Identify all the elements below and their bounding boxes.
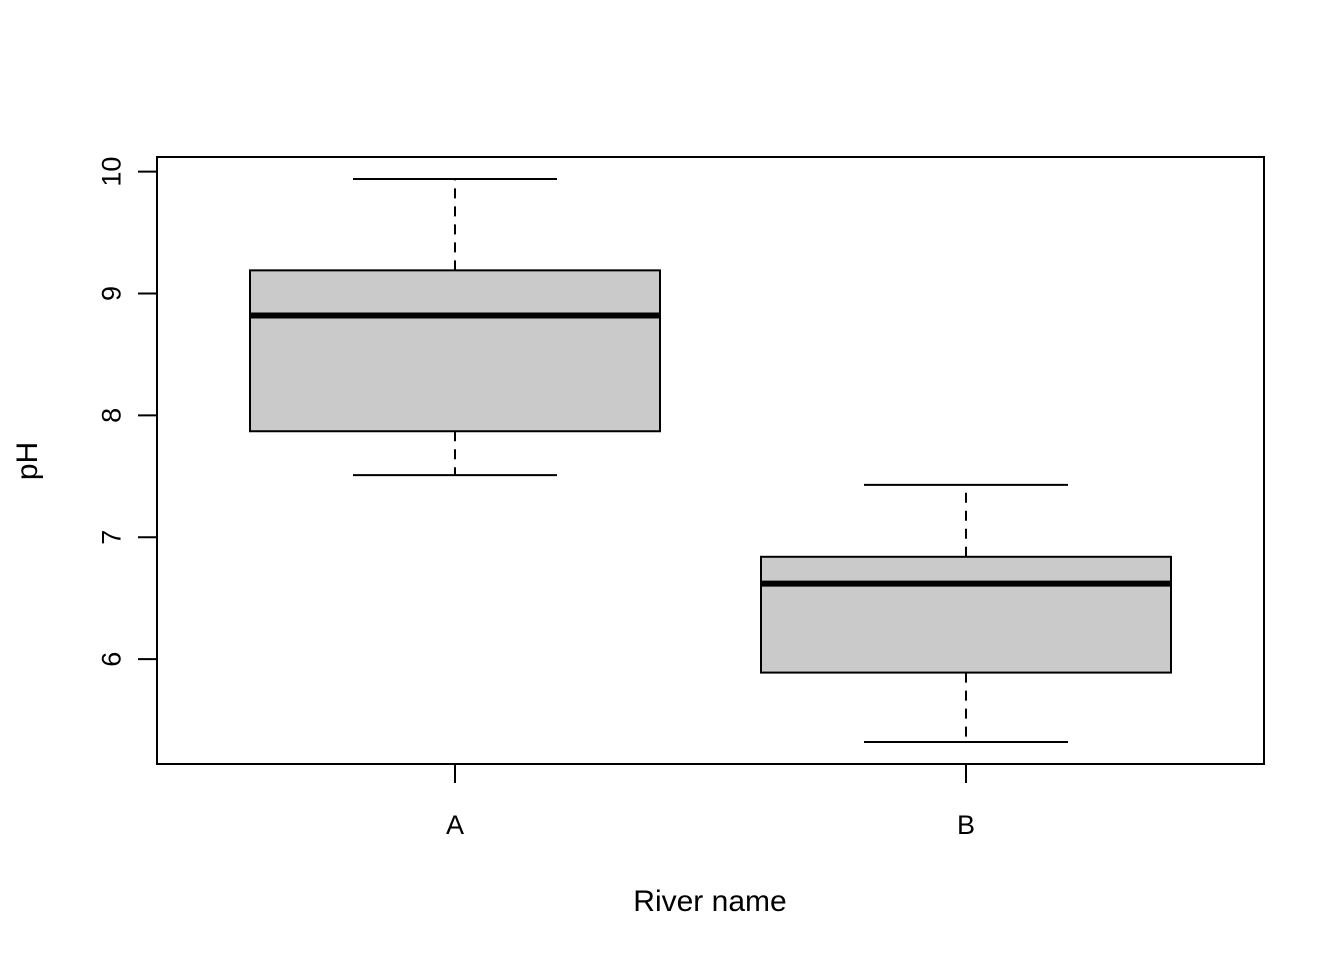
y-axis: 6 7 8 9 10: [96, 157, 158, 667]
iqr-box: [249, 269, 661, 433]
y-tick-label: 10: [96, 157, 126, 187]
x-axis-label: River name: [633, 885, 786, 918]
plot-marks: [249, 177, 1172, 744]
x-tick-label: B: [957, 810, 975, 840]
box-group-A: [249, 177, 661, 477]
x-tick-label: A: [446, 810, 464, 840]
box-group-B: [760, 483, 1172, 744]
y-axis-label: pH: [11, 442, 44, 480]
y-tick-label: 7: [96, 530, 126, 545]
y-tick-label: 8: [96, 408, 126, 423]
y-tick-label: 9: [96, 286, 126, 301]
y-tick-label: 6: [96, 652, 126, 667]
iqr-box: [760, 555, 1172, 674]
